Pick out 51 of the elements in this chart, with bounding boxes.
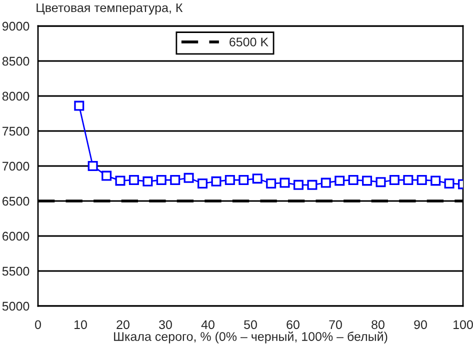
y-tick-label: 6000 [2, 232, 30, 241]
x-tick-label: 100 [454, 320, 473, 330]
x-tick-label: 20 [116, 320, 130, 330]
x-tick-label: 50 [244, 320, 257, 330]
y-tick-label: 6500 [2, 196, 30, 206]
point [416, 175, 427, 185]
x-tick-label: 90 [414, 320, 427, 330]
point [376, 177, 386, 188]
point [280, 178, 290, 188]
x-tick-label: 40 [201, 320, 214, 330]
point [128, 175, 139, 185]
point [211, 176, 222, 186]
x-axis-title: Шкала серого, % (0% – черный, 100% – белый) [114, 332, 388, 344]
x-tick-label: 70 [329, 320, 342, 330]
point [198, 178, 208, 188]
point [334, 176, 345, 186]
point [293, 180, 304, 190]
y-tick-label: 5000 [2, 302, 30, 311]
y-tick-label: 7500 [2, 126, 30, 136]
point [444, 178, 454, 188]
x-tick-label: 80 [372, 320, 384, 330]
point [184, 172, 194, 183]
point [266, 178, 276, 188]
point [307, 180, 318, 190]
point [170, 175, 180, 185]
x-tick-label: 10 [74, 320, 87, 330]
point [142, 176, 153, 186]
point [348, 175, 358, 185]
point [156, 175, 166, 185]
point [362, 176, 372, 186]
point [403, 175, 414, 185]
point [430, 176, 441, 186]
point [74, 100, 84, 111]
point [252, 174, 262, 184]
legend-label: 6500 K [230, 38, 268, 46]
y-tick-label: 7000 [2, 162, 30, 171]
y-tick-label: 8000 [2, 92, 30, 101]
point [102, 170, 112, 181]
point [224, 175, 235, 185]
y-axis-title: Цветовая температура, К [36, 3, 183, 15]
point [320, 178, 331, 188]
point [238, 175, 249, 185]
y-tick-label: 9000 [2, 22, 30, 31]
point [88, 161, 98, 171]
x-tick-label: 30 [159, 320, 172, 330]
y-tick-label: 8500 [2, 56, 30, 66]
x-tick-label: 60 [286, 320, 300, 330]
y-tick-label: 5500 [2, 266, 30, 276]
point [389, 175, 400, 185]
x-tick-label: 0 [35, 320, 41, 330]
point [115, 176, 126, 186]
